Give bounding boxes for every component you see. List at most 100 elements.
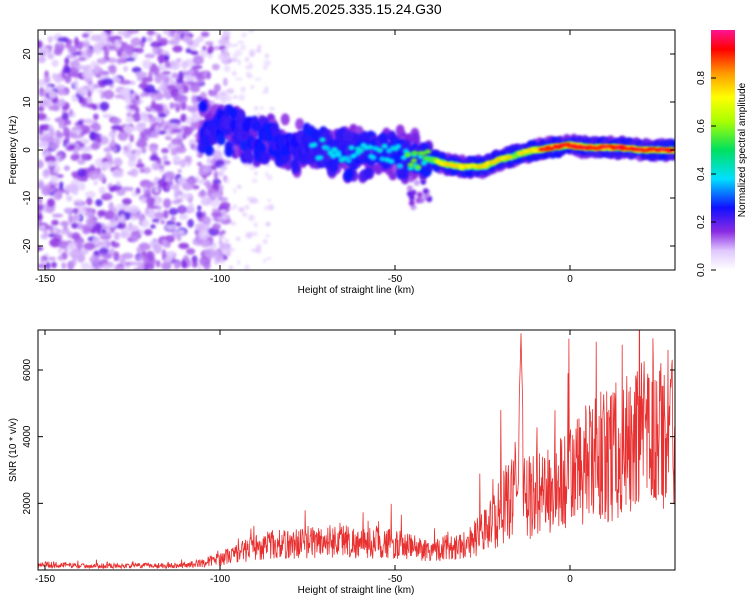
noise-blob: [61, 112, 70, 121]
colorbar-tick-label: 0.6: [696, 119, 707, 133]
noise-blob: [66, 231, 73, 237]
noise-blob: [105, 210, 115, 220]
noise-blob: [110, 137, 116, 148]
noise-blob: [93, 64, 101, 74]
noise-blob: [56, 89, 68, 96]
noise-blob: [139, 168, 146, 173]
noise-blob: [163, 75, 170, 83]
noise-blob: [130, 216, 137, 221]
noise-blob: [218, 171, 224, 178]
noise-blob: [171, 138, 183, 145]
noise-blob: [237, 40, 245, 44]
noise-blob: [96, 89, 103, 94]
noise-blob: [244, 56, 250, 63]
ridge-blob: [245, 152, 255, 164]
noise-blob: [99, 101, 110, 111]
noise-blob: [253, 221, 258, 228]
noise-blob: [198, 79, 205, 84]
noise-blob: [264, 53, 270, 59]
noise-blob: [406, 185, 413, 192]
noise-blob: [218, 92, 226, 96]
noise-blob: [102, 113, 113, 119]
noise-blob: [141, 76, 153, 83]
noise-blob: [98, 247, 109, 255]
noise-blob: [154, 115, 163, 125]
noise-blob: [39, 124, 52, 131]
noise-blob: [57, 255, 64, 261]
ridge-blob: [506, 155, 513, 160]
noise-blob: [222, 242, 228, 249]
noise-blob: [86, 96, 93, 105]
noise-blob: [182, 34, 191, 43]
noise-blob: [269, 106, 276, 111]
noise-blob: [139, 111, 149, 122]
noise-blob: [149, 144, 159, 153]
noise-blob: [416, 191, 423, 198]
noise-blob: [58, 181, 64, 191]
noise-blob: [125, 116, 135, 124]
noise-blob: [232, 95, 238, 99]
noise-blob: [70, 133, 83, 140]
noise-blob: [176, 58, 182, 63]
noise-blob: [172, 155, 181, 163]
noise-blob: [73, 199, 84, 204]
noise-blob: [156, 48, 162, 56]
noise-blob: [246, 196, 254, 201]
noise-blob: [181, 60, 189, 69]
noise-blob: [232, 70, 237, 76]
noise-blob: [65, 133, 70, 143]
noise-blob: [256, 48, 262, 53]
ridge-blob: [224, 145, 234, 157]
noise-blob: [133, 267, 143, 270]
noise-blob: [131, 112, 142, 122]
noise-blob: [45, 205, 55, 214]
noise-blob: [224, 46, 229, 49]
noise-blob: [262, 65, 268, 70]
noise-blob: [49, 143, 60, 150]
noise-blob: [175, 222, 182, 227]
noise-blob: [95, 199, 103, 207]
noise-blob: [160, 219, 165, 225]
noise-blob: [415, 197, 422, 204]
ridge-blob: [324, 145, 331, 151]
noise-blob: [96, 39, 107, 48]
noise-blob: [63, 223, 68, 231]
noise-blob: [246, 73, 253, 79]
noise-blob: [140, 92, 151, 97]
noise-blob: [55, 155, 61, 163]
noise-blob: [192, 184, 200, 190]
noise-blob: [101, 192, 113, 201]
noise-blob: [201, 216, 212, 225]
noise-blob: [51, 219, 59, 226]
noise-blob: [187, 69, 194, 76]
noise-blob: [173, 260, 180, 270]
ridge-blob: [236, 109, 246, 122]
noise-blob: [144, 53, 156, 59]
noise-blob: [95, 136, 102, 144]
noise-blob: [38, 246, 44, 251]
noise-blob: [47, 135, 55, 143]
noise-blob: [68, 249, 81, 258]
noise-blob: [51, 261, 57, 269]
noise-blob: [200, 31, 210, 38]
noise-blob: [254, 106, 259, 111]
ridge-blob: [424, 149, 432, 154]
noise-blob: [133, 47, 144, 54]
noise-blob: [41, 97, 53, 108]
noise-blob: [82, 70, 95, 79]
ridge-blob: [311, 128, 321, 140]
ridge-blob: [388, 158, 395, 164]
ridge-blob: [216, 133, 226, 146]
noise-blob: [141, 147, 147, 154]
noise-blob: [182, 30, 190, 35]
y-tick-label: 20: [22, 48, 33, 60]
noise-blob: [48, 90, 57, 99]
ridge-blob: [378, 132, 388, 144]
noise-blob: [179, 193, 192, 200]
noise-blob: [99, 235, 112, 240]
noise-blob: [117, 133, 124, 139]
noise-blob: [161, 148, 169, 154]
noise-blob: [93, 113, 99, 121]
noise-blob: [66, 195, 73, 202]
